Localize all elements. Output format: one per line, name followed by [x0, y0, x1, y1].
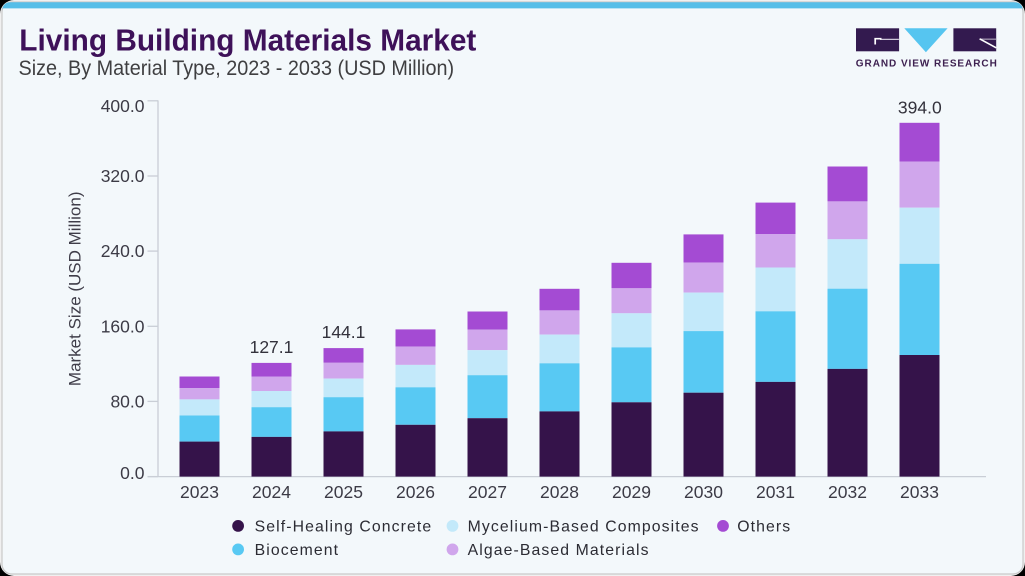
svg-text:2023: 2023: [180, 482, 219, 502]
svg-text:GRAND VIEW RESEARCH: GRAND VIEW RESEARCH: [856, 59, 998, 70]
svg-text:0.0: 0.0: [120, 463, 145, 483]
svg-text:394.0: 394.0: [898, 97, 942, 117]
svg-text:127.1: 127.1: [250, 337, 294, 357]
svg-text:2031: 2031: [756, 482, 795, 502]
svg-text:2030: 2030: [684, 482, 723, 502]
svg-text:Algae-Based Materials: Algae-Based Materials: [468, 542, 650, 559]
svg-text:Living Building Materials Mark: Living Building Materials Market: [19, 24, 476, 58]
svg-text:Mycelium-Based Composites: Mycelium-Based Composites: [468, 518, 700, 535]
svg-text:Biocement: Biocement: [255, 542, 340, 559]
svg-text:Self-Healing Concrete: Self-Healing Concrete: [255, 518, 433, 535]
svg-text:144.1: 144.1: [322, 322, 366, 342]
svg-text:2033: 2033: [900, 482, 939, 502]
svg-text:400.0: 400.0: [101, 96, 145, 116]
svg-text:2032: 2032: [828, 482, 867, 502]
svg-text:2025: 2025: [324, 482, 363, 502]
svg-text:160.0: 160.0: [101, 316, 145, 336]
svg-text:2024: 2024: [252, 482, 291, 502]
svg-text:2027: 2027: [468, 482, 507, 502]
svg-text:Size, By Material Type, 2023 -: Size, By Material Type, 2023 - 2033 (USD…: [19, 57, 455, 80]
svg-text:2029: 2029: [612, 482, 651, 502]
svg-text:Market Size (USD Million): Market Size (USD Million): [66, 192, 85, 387]
svg-text:320.0: 320.0: [101, 166, 145, 186]
svg-text:2028: 2028: [540, 482, 579, 502]
svg-text:Others: Others: [737, 518, 791, 535]
svg-text:2026: 2026: [396, 482, 435, 502]
svg-text:240.0: 240.0: [101, 241, 145, 261]
svg-text:80.0: 80.0: [110, 391, 144, 411]
